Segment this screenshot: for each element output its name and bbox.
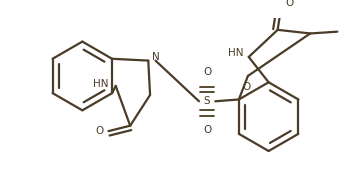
Text: O: O: [95, 126, 104, 136]
Text: O: O: [285, 0, 293, 8]
Text: O: O: [203, 125, 211, 135]
Text: S: S: [204, 96, 211, 106]
Text: HN: HN: [94, 79, 109, 89]
Text: O: O: [242, 82, 250, 92]
Text: N: N: [152, 52, 159, 62]
Text: O: O: [203, 67, 211, 77]
Text: HN: HN: [228, 48, 244, 58]
